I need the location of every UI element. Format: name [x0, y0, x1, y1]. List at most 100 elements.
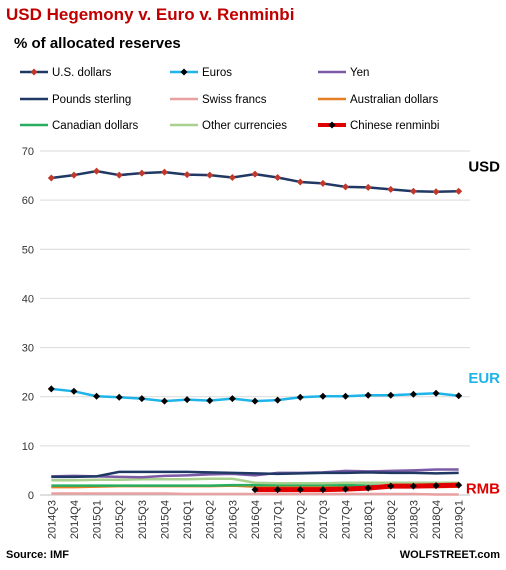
y-tick-label: 70 [22, 146, 34, 158]
y-tick-label: 20 [22, 392, 34, 404]
data-point-u-s-dollars [183, 171, 191, 179]
data-point-euros [296, 393, 304, 401]
data-point-u-s-dollars [432, 188, 440, 196]
data-point-u-s-dollars [70, 171, 78, 179]
x-tick-label: 2016Q2 [205, 500, 217, 539]
x-tick-label: 2015Q1 [92, 500, 104, 539]
x-tick-label: 2014Q3 [46, 500, 58, 539]
chart-subtitle: % of allocated reserves [14, 35, 181, 52]
series-swiss-francs [51, 492, 459, 496]
data-point-euros [70, 387, 78, 395]
x-tick-label: 2015Q3 [137, 500, 149, 539]
data-point-euros [319, 392, 327, 400]
x-tick-label: 2016Q3 [227, 500, 239, 539]
y-tick-label: 40 [22, 293, 34, 305]
y-axis: 0 10 20 30 40 50 60 70 [22, 146, 34, 502]
data-point-euros [47, 385, 55, 393]
series-line-pounds-sterling [51, 470, 459, 479]
legend-item-euros: Euros [170, 67, 232, 79]
legend-label: Pounds sterling [52, 94, 131, 106]
data-point-euros [251, 397, 259, 405]
series-chinese-renminbi [251, 481, 463, 494]
data-point-euros [432, 389, 440, 397]
legend-item-pounds-sterling: Pounds sterling [20, 94, 131, 106]
x-tick-label: 2017Q2 [295, 500, 307, 539]
chart-title: USD Hegemony v. Euro v. Renminbi [6, 5, 294, 24]
data-point-u-s-dollars [296, 178, 304, 186]
x-tick-label: 2018Q1 [363, 500, 375, 539]
data-point-u-s-dollars [455, 187, 463, 195]
annotation-rmb: RMB [466, 481, 500, 498]
legend-item-u-s-dollars: U.S. dollars [20, 67, 112, 79]
legend-label: Euros [202, 67, 232, 79]
data-point-u-s-dollars [206, 171, 214, 179]
series-line-chinese-renminbi [255, 482, 459, 493]
legend-item-chinese-renminbi: Chinese renminbi [318, 120, 440, 132]
legend-label: Canadian dollars [52, 120, 139, 132]
data-point-euros [115, 393, 123, 401]
legend-marker [180, 68, 188, 76]
series-yen [51, 468, 459, 479]
data-point-euros [160, 397, 168, 405]
series-other-currencies [51, 477, 459, 485]
data-point-u-s-dollars [274, 174, 282, 182]
series-line-yen [51, 468, 459, 479]
legend-label: Swiss francs [202, 94, 267, 106]
series-euros [47, 385, 463, 405]
data-point-euros [183, 396, 191, 404]
x-tick-label: 2017Q3 [318, 500, 330, 539]
data-point-u-s-dollars [409, 187, 417, 195]
data-point-chinese-renminbi [319, 486, 327, 494]
data-point-u-s-dollars [160, 168, 168, 176]
series-line-swiss-francs [51, 492, 459, 496]
x-tick-label: 2017Q4 [341, 500, 353, 539]
data-point-chinese-renminbi [455, 481, 463, 489]
data-point-u-s-dollars [138, 169, 146, 177]
data-point-u-s-dollars [93, 167, 101, 175]
data-point-u-s-dollars [47, 174, 55, 182]
data-point-euros [387, 391, 395, 399]
legend-item-other-currencies: Other currencies [170, 120, 287, 132]
x-tick-label: 2016Q4 [250, 500, 262, 539]
x-tick-label: 2015Q4 [159, 500, 171, 539]
y-tick-label: 50 [22, 244, 34, 256]
data-point-u-s-dollars [342, 183, 350, 191]
x-tick-label: 2014Q4 [69, 500, 81, 539]
y-tick-label: 0 [28, 490, 34, 502]
y-tick-label: 30 [22, 343, 34, 355]
data-point-chinese-renminbi [251, 486, 259, 494]
legend-item-swiss-francs: Swiss francs [170, 94, 267, 106]
source-note: Source: IMF [6, 549, 69, 561]
x-tick-label: 2015Q2 [114, 500, 126, 539]
data-point-euros [228, 395, 236, 403]
x-tick-label: 2018Q2 [386, 500, 398, 539]
data-point-chinese-renminbi [409, 482, 417, 490]
data-point-euros [409, 390, 417, 398]
legend-marker [30, 68, 38, 76]
credit-note: WOLFSTREET.com [400, 549, 500, 561]
data-point-chinese-renminbi [387, 482, 395, 490]
legend-label: U.S. dollars [52, 67, 112, 79]
data-point-euros [455, 392, 463, 400]
data-point-euros [342, 392, 350, 400]
data-point-u-s-dollars [364, 183, 372, 191]
x-tick-label: 2016Q1 [182, 500, 194, 539]
x-axis: 2014Q3 2014Q4 2015Q1 2015Q2 2015Q3 2015Q4 2016… [46, 500, 465, 539]
x-tick-label: 2018Q3 [408, 500, 420, 539]
data-point-chinese-renminbi [296, 486, 304, 494]
series-pounds-sterling [51, 470, 459, 479]
x-tick-label: 2018Q4 [431, 500, 443, 539]
data-point-chinese-renminbi [364, 484, 372, 492]
data-point-chinese-renminbi [274, 486, 282, 494]
legend-item-canadian-dollars: Canadian dollars [20, 120, 139, 132]
legend-label: Chinese renminbi [350, 120, 440, 132]
data-point-u-s-dollars [387, 185, 395, 193]
data-point-euros [138, 395, 146, 403]
legend-item-yen: Yen [318, 67, 369, 79]
data-point-u-s-dollars [319, 179, 327, 187]
data-point-u-s-dollars [115, 171, 123, 179]
data-point-euros [206, 397, 214, 405]
data-point-u-s-dollars [228, 174, 236, 182]
y-tick-label: 60 [22, 195, 34, 207]
